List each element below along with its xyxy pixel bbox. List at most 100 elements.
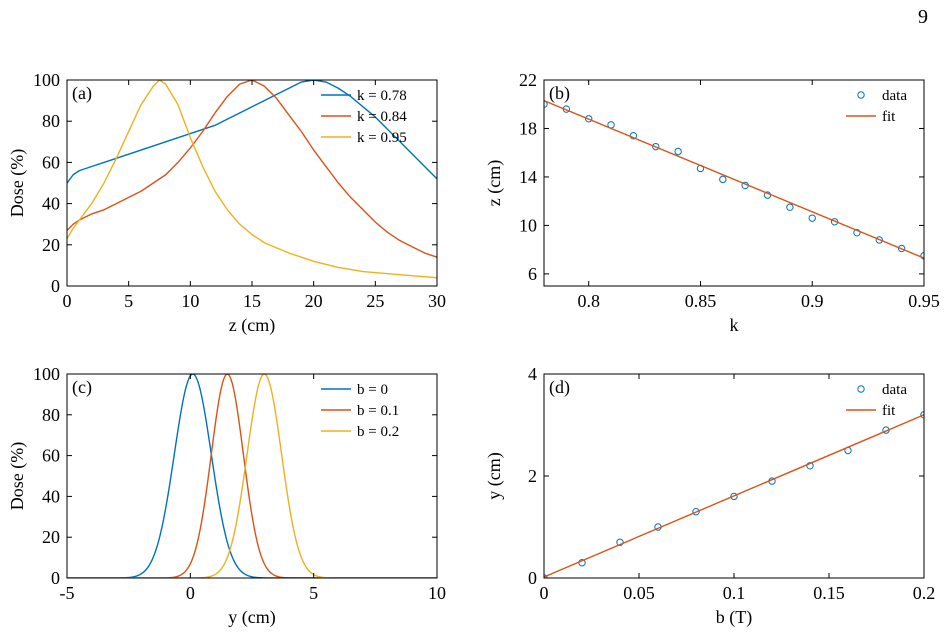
data-point-8 xyxy=(719,175,727,184)
series-line-1 xyxy=(544,414,924,578)
panel-a: 0 5 10 15 20 25 30 0 20 40 60 80 100 z (cm) Dose (%) (a… xyxy=(7,70,446,336)
x-tick-label: 5 xyxy=(124,291,133,311)
legend-label: fit xyxy=(882,109,896,125)
x-tick-label: 0.15 xyxy=(813,583,845,603)
data-point-11 xyxy=(786,203,794,211)
axes-box xyxy=(543,79,925,287)
y-tick-label: 60 xyxy=(42,152,60,172)
y-tick-label: 40 xyxy=(42,194,60,214)
legend-item-0: data xyxy=(857,88,907,104)
panel-label: (b) xyxy=(549,83,570,104)
x-tick-label: 25 xyxy=(366,291,384,311)
x-tick-label: 5 xyxy=(309,583,318,603)
legend-item-1: fit xyxy=(846,109,896,125)
series-line-1 xyxy=(67,374,437,578)
data-point-0 xyxy=(544,100,548,108)
x-tick-label: 20 xyxy=(305,291,323,311)
x-tick-label: 0 xyxy=(186,583,195,603)
x-tick-label: 0.95 xyxy=(908,291,940,311)
legend-label: b = 0 xyxy=(357,382,388,398)
data-point-12 xyxy=(808,214,816,222)
y-tick-label: 22 xyxy=(519,70,537,90)
page-number: 9 xyxy=(918,6,928,28)
legend-item-0: b = 0 xyxy=(321,382,388,398)
legend-item-1: k = 0.84 xyxy=(321,109,407,125)
data-point-5 xyxy=(652,142,660,151)
axes-box xyxy=(66,373,438,579)
panel-d: 0 0.05 0.1 0.15 0.2 0 2 4 b (T) y (cm) (d) data fit xyxy=(484,364,935,628)
y-tick-label: 4 xyxy=(528,364,537,384)
legend-label: k = 0.95 xyxy=(357,130,407,146)
y-tick-label: 80 xyxy=(42,405,60,425)
plot-area xyxy=(544,411,924,578)
x-axis-label: k xyxy=(730,315,739,335)
legend-item-1: fit xyxy=(846,403,896,419)
x-tick-label: 0.85 xyxy=(685,291,717,311)
x-tick-label: 15 xyxy=(243,291,261,311)
panel-label: (d) xyxy=(549,377,570,398)
data-point-7 xyxy=(806,462,814,470)
y-tick-label: 100 xyxy=(33,364,60,384)
panel-label: (c) xyxy=(72,377,92,398)
data-point-2 xyxy=(616,538,624,546)
legend-item-1: b = 0.1 xyxy=(321,403,399,419)
legend-item-2: k = 0.95 xyxy=(321,130,407,146)
x-tick-label: -5 xyxy=(60,583,75,603)
axes-box xyxy=(543,373,925,579)
y-tick-label: 0 xyxy=(51,276,60,296)
y-axis-label: Dose (%) xyxy=(7,442,28,510)
x-axis-label: y (cm) xyxy=(228,607,275,628)
legend-label: data xyxy=(882,382,907,398)
x-tick-label: 30 xyxy=(428,291,446,311)
legend-marker xyxy=(857,91,865,99)
y-tick-label: 100 xyxy=(33,70,60,90)
x-tick-label: 0 xyxy=(540,583,549,603)
data-point-4 xyxy=(692,508,700,516)
x-tick-label: 0.2 xyxy=(913,583,936,603)
y-tick-label: 14 xyxy=(519,167,537,187)
y-tick-label: 6 xyxy=(528,264,537,284)
y-tick-label: 40 xyxy=(42,486,60,506)
legend-label: fit xyxy=(882,403,896,419)
x-tick-label: 0.05 xyxy=(623,583,655,603)
data-point-5 xyxy=(730,492,738,501)
y-tick-label: 18 xyxy=(519,118,537,138)
plot-area xyxy=(544,99,924,260)
series-line-1 xyxy=(67,80,437,258)
legend-label: k = 0.78 xyxy=(357,88,407,104)
series-line-2 xyxy=(67,80,437,279)
x-axis-label: z (cm) xyxy=(229,315,275,336)
y-axis-label: y (cm) xyxy=(484,452,505,499)
x-tick-label: 0.1 xyxy=(723,583,746,603)
data-point-6 xyxy=(674,147,682,156)
y-tick-label: 80 xyxy=(42,111,60,131)
plot-area xyxy=(67,80,437,279)
legend: k = 0.78 k = 0.84 k = 0.95 xyxy=(321,88,407,146)
y-tick-label: 60 xyxy=(42,446,60,466)
legend: b = 0 b = 0.1 b = 0.2 xyxy=(321,382,399,440)
legend-marker xyxy=(857,385,865,393)
y-tick-label: 2 xyxy=(528,466,537,486)
x-tick-label: 10 xyxy=(181,291,199,311)
series-line-2 xyxy=(67,374,437,578)
x-axis-label: b (T) xyxy=(716,607,752,628)
y-tick-label: 20 xyxy=(42,235,60,255)
legend: data fit xyxy=(846,382,907,419)
y-tick-label: 10 xyxy=(519,215,537,235)
data-point-14 xyxy=(853,228,861,237)
series-line-1 xyxy=(544,99,924,259)
y-tick-label: 20 xyxy=(42,527,60,547)
legend: data fit xyxy=(846,88,907,125)
legend-label: b = 0.2 xyxy=(357,424,399,440)
y-axis-label: Dose (%) xyxy=(7,149,28,217)
y-tick-label: 0 xyxy=(528,568,537,588)
data-point-15 xyxy=(875,236,883,244)
data-point-2 xyxy=(585,115,593,123)
panel-label: (a) xyxy=(72,83,92,104)
y-axis-label: z (cm) xyxy=(484,160,505,206)
panel-b: 0.8 0.85 0.9 0.95 6 10 14 18 22 k z (cm) (b) data fit xyxy=(484,70,940,335)
legend-item-0: data xyxy=(857,382,907,398)
x-tick-label: 0.9 xyxy=(801,291,824,311)
